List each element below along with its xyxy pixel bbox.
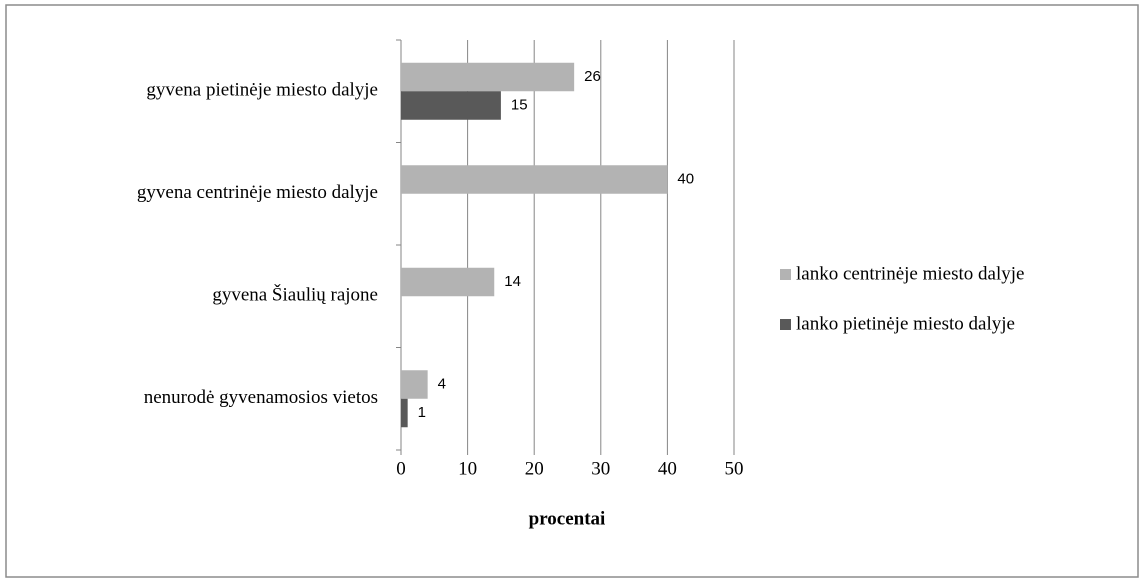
legend-swatch xyxy=(780,269,791,280)
bar xyxy=(401,370,428,399)
legend-label: lanko centrinėje miesto dalyje xyxy=(796,263,1024,284)
x-tick-label: 50 xyxy=(725,458,744,479)
value-label: 26 xyxy=(584,68,601,85)
x-tick-label: 10 xyxy=(458,458,477,479)
y-tick-label: gyvena Šiaulių rajone xyxy=(212,284,378,306)
bar xyxy=(401,398,408,428)
chart-border xyxy=(5,4,1139,578)
x-tick-label: 40 xyxy=(658,458,677,479)
bar xyxy=(401,267,495,297)
value-label: 4 xyxy=(438,375,446,392)
legend-label: lanko pietinėje miesto dalyje xyxy=(796,313,1015,334)
value-label: 40 xyxy=(677,170,694,187)
bar xyxy=(401,91,501,120)
value-label: 15 xyxy=(511,96,528,113)
y-tick-label: nenurodė gyvenamosios vietos xyxy=(144,387,378,408)
x-tick-label: 20 xyxy=(525,458,544,479)
bar xyxy=(401,165,668,194)
x-tick-label: 0 xyxy=(396,458,406,479)
bar xyxy=(401,62,575,92)
legend-swatch xyxy=(780,319,791,330)
value-label: 1 xyxy=(418,404,426,421)
value-label: 14 xyxy=(504,273,521,290)
x-axis-label: procentai xyxy=(529,508,606,529)
y-tick-label: gyvena centrinėje miesto dalyje xyxy=(137,182,378,203)
x-tick-label: 30 xyxy=(591,458,610,479)
y-tick-label: gyvena pietinėje miesto dalyje xyxy=(146,80,378,101)
